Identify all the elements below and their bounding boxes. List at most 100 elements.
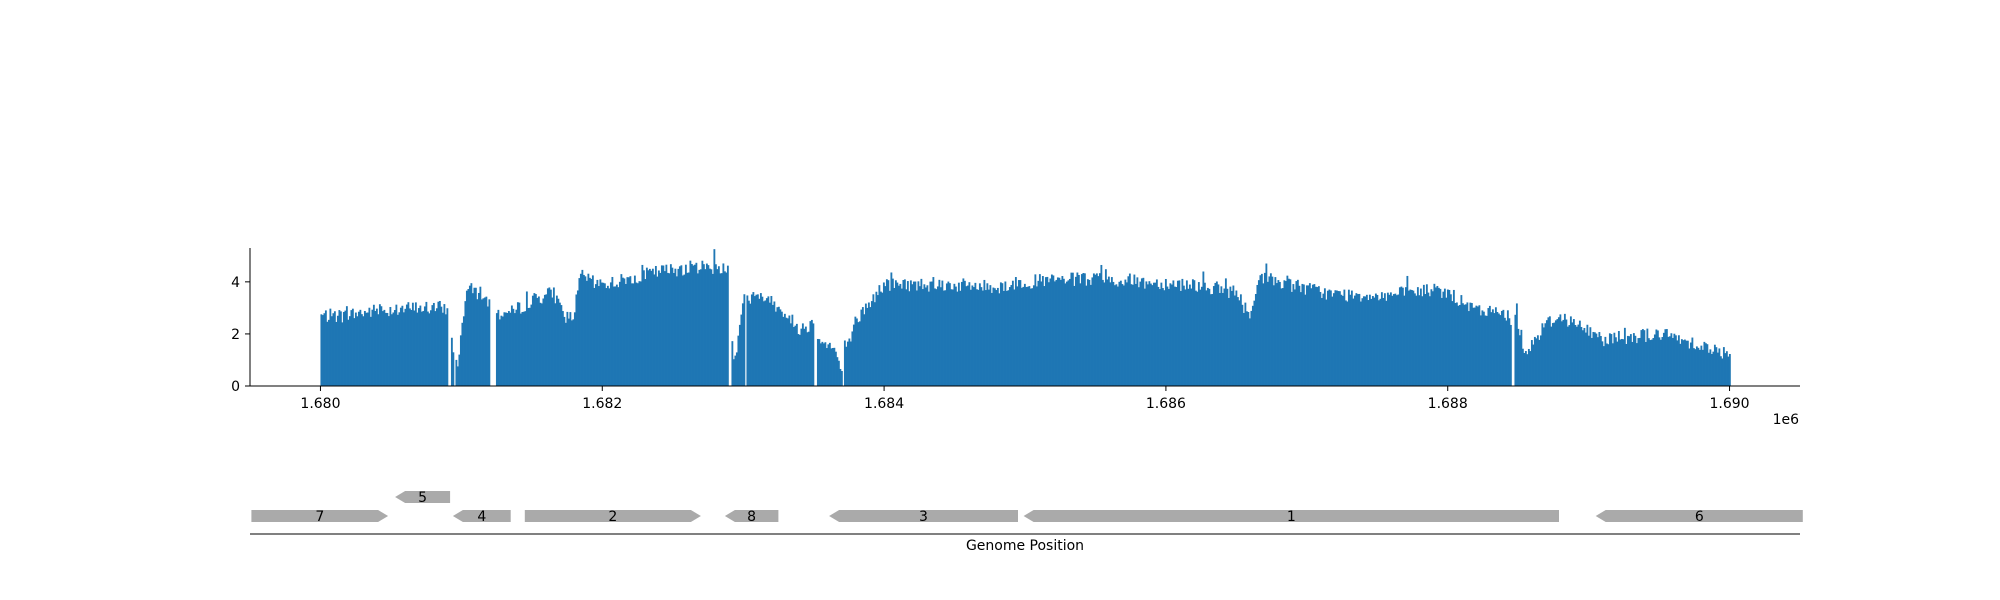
coverage-bar [480,299,483,386]
coverage-bar [1089,284,1092,386]
coverage-bar [531,295,534,386]
coverage-bar [621,277,624,386]
coverage-bar [1214,282,1217,386]
coverage-bar [1542,327,1545,386]
coverage-bar [1611,343,1614,386]
coverage-bar [419,305,422,386]
coverage-bar [1670,333,1673,386]
coverage-bar [918,286,921,386]
coverage-bar [554,303,557,386]
coverage-bar [464,301,467,386]
coverage-bar [1664,329,1667,386]
coverage-bar [726,265,729,386]
coverage-bar [1490,312,1493,386]
coverage-bar [594,284,597,386]
coverage-bar [683,274,686,386]
coverage-bar [1041,276,1044,386]
coverage-bar [482,298,485,386]
coverage-bar [572,319,575,386]
coverage-bar [635,282,638,386]
coverage-bar [1451,301,1454,386]
coverage-bar [380,306,383,386]
coverage-bar [1209,294,1212,386]
coverage-bar [1479,315,1482,386]
coverage-bar [602,282,605,386]
coverage-bar [828,342,831,386]
coverage-bar [662,265,665,386]
coverage-bar [1547,317,1550,386]
coverage-bar [870,301,873,386]
coverage-bar [1629,334,1632,386]
coverage-bar [1682,340,1685,386]
coverage-bar [627,277,630,386]
coverage-bar [1415,295,1418,386]
coverage-bar [1598,332,1601,386]
coverage-bar [423,306,426,386]
coverage-bar [708,268,711,386]
coverage-bar [746,295,749,386]
coverage-bar [1484,315,1487,386]
coverage-bar [1151,285,1154,386]
coverage-bar [924,287,927,386]
coverage-bar [1494,307,1497,386]
coverage-bar [812,323,815,386]
coverage-bar [1427,292,1430,386]
coverage-bar [938,279,941,386]
coverage-bar [1397,294,1400,386]
coverage-bar [1388,294,1391,386]
coverage-bar [783,313,786,386]
coverage-bar [818,339,821,386]
coverage-bar [597,286,600,386]
coverage-bar [809,321,812,386]
coverage-bar [587,273,590,386]
coverage-bar [1121,284,1124,386]
coverage-bar [911,284,914,386]
coverage-bar [1199,289,1202,386]
coverage-bar [1515,303,1518,386]
coverage-bar [702,264,705,386]
coverage-bar [972,287,975,386]
coverage-bar [623,278,626,386]
coverage-bar [777,306,780,386]
coverage-bar [1704,343,1707,386]
coverage-bar [1131,284,1134,386]
coverage-bar [357,311,360,386]
coverage-bar [1434,287,1437,386]
coverage-bar [878,285,881,386]
coverage-bar [1086,279,1089,386]
coverage-bar [1551,323,1554,386]
coverage-bar [530,304,533,386]
coverage-bar [1146,284,1149,386]
coverage-bar [1178,280,1181,386]
coverage-bar [465,290,468,386]
coverage-bar [1679,343,1682,386]
coverage-bar [1638,337,1641,386]
coverage-bar [887,280,890,386]
coverage-bar [368,307,371,386]
coverage-bar [333,311,336,386]
coverage-bar [677,268,680,386]
coverage-bar [770,296,773,386]
coverage-bar [806,332,809,386]
coverage-bar [1539,335,1542,386]
coverage-bar [648,268,651,386]
coverage-bar [1356,294,1359,386]
coverage-bar [351,308,354,386]
coverage-bar [1677,335,1680,386]
coverage-bar [978,283,981,386]
coverage-bar [1685,340,1688,386]
coverage-bar [803,328,806,386]
coverage-bar [1721,358,1724,386]
coverage-bar [995,290,998,386]
coverage-bar [1661,337,1664,386]
coverage-bar [1181,278,1184,386]
coverage-bar [1697,347,1700,386]
coverage-bar [786,318,789,386]
coverage-bar [1125,282,1128,386]
coverage-bar [884,286,887,386]
coverage-bar [1304,294,1307,386]
coverage-bar [1115,284,1118,386]
coverage-bar [680,265,683,386]
gene-arrow [251,510,389,522]
coverage-bar [626,277,629,386]
